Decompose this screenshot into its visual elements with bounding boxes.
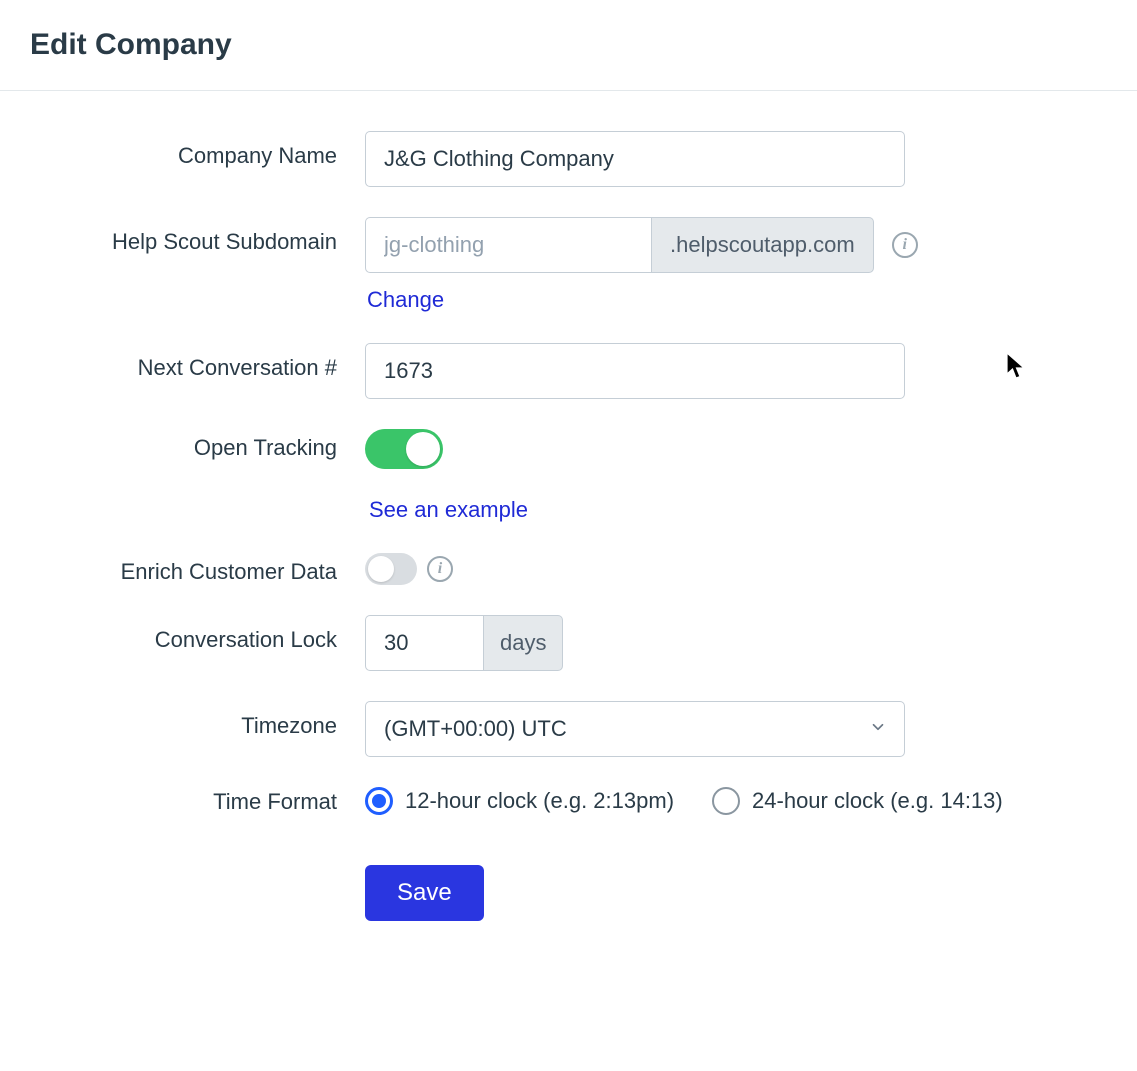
page-title: Edit Company: [0, 0, 1137, 91]
next-conversation-label: Next Conversation #: [30, 343, 365, 381]
change-subdomain-link[interactable]: Change: [367, 287, 444, 313]
time-format-24h-option[interactable]: 24-hour clock (e.g. 14:13): [712, 787, 1003, 815]
edit-company-form: Company Name Help Scout Subdomain .helps…: [0, 91, 1137, 951]
row-open-tracking: Open Tracking See an example: [30, 429, 1107, 523]
time-format-12h-option[interactable]: 12-hour clock (e.g. 2:13pm): [365, 787, 674, 815]
row-conversation-lock: Conversation Lock days: [30, 615, 1107, 671]
time-format-24h-label: 24-hour clock (e.g. 14:13): [752, 788, 1003, 814]
conversation-lock-unit: days: [483, 615, 563, 671]
subdomain-suffix: .helpscoutapp.com: [651, 217, 874, 273]
enrich-customer-data-label: Enrich Customer Data: [30, 553, 365, 585]
time-format-12h-label: 12-hour clock (e.g. 2:13pm): [405, 788, 674, 814]
toggle-knob: [368, 556, 394, 582]
radio-icon: [365, 787, 393, 815]
row-company-name: Company Name: [30, 131, 1107, 187]
row-save: Save: [30, 865, 1107, 921]
company-name-label: Company Name: [30, 131, 365, 169]
see-example-link[interactable]: See an example: [369, 497, 528, 523]
row-next-conversation: Next Conversation #: [30, 343, 1107, 399]
info-icon[interactable]: i: [892, 232, 918, 258]
enrich-customer-data-toggle[interactable]: [365, 553, 417, 585]
time-format-label: Time Format: [30, 787, 365, 815]
toggle-knob: [406, 432, 440, 466]
timezone-label: Timezone: [30, 701, 365, 739]
row-timezone: Timezone (GMT+00:00) UTC: [30, 701, 1107, 757]
radio-icon: [712, 787, 740, 815]
row-time-format: Time Format 12-hour clock (e.g. 2:13pm) …: [30, 787, 1107, 815]
row-subdomain: Help Scout Subdomain .helpscoutapp.com i…: [30, 217, 1107, 313]
company-name-input[interactable]: [365, 131, 905, 187]
info-icon[interactable]: i: [427, 556, 453, 582]
conversation-lock-input[interactable]: [365, 615, 483, 671]
open-tracking-toggle[interactable]: [365, 429, 443, 469]
subdomain-label: Help Scout Subdomain: [30, 217, 365, 255]
next-conversation-input[interactable]: [365, 343, 905, 399]
save-button[interactable]: Save: [365, 865, 484, 921]
row-enrich-customer-data: Enrich Customer Data i: [30, 553, 1107, 585]
open-tracking-label: Open Tracking: [30, 429, 365, 461]
timezone-select[interactable]: (GMT+00:00) UTC: [365, 701, 905, 757]
subdomain-input[interactable]: [365, 217, 651, 273]
conversation-lock-label: Conversation Lock: [30, 615, 365, 653]
